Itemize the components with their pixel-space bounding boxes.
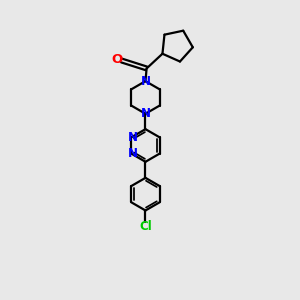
Text: O: O	[111, 53, 122, 66]
Text: N: N	[128, 131, 138, 144]
Text: Cl: Cl	[139, 220, 152, 233]
Text: N: N	[140, 107, 151, 120]
Text: N: N	[140, 75, 151, 88]
Text: N: N	[128, 147, 138, 160]
